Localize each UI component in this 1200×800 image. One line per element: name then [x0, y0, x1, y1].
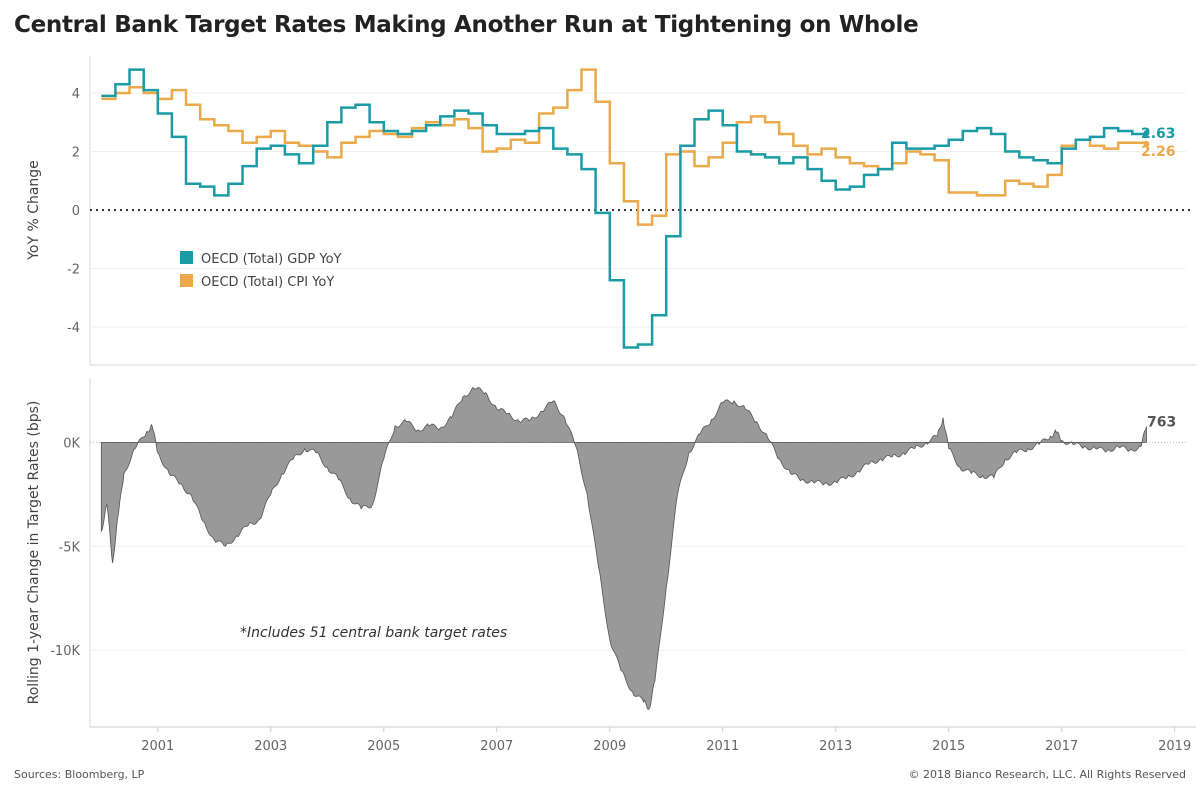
cpi-line [101, 68, 1148, 226]
y-tick-label: -5K [59, 540, 81, 555]
chart-title: Central Bank Target Rates Making Another… [14, 12, 919, 38]
x-tick-label: 2005 [367, 739, 400, 754]
legend-swatch-cpi [180, 274, 193, 287]
gdp-line [101, 68, 1148, 349]
target-rates-panel: -10K -5K 0K Rolling 1-year Change in Target… [26, 378, 1196, 728]
cpi-end-label: 2.26 [1141, 144, 1176, 160]
target-rates-end-label: 763 [1147, 414, 1176, 430]
source-note: Sources: Bloomberg, LP [14, 768, 145, 781]
x-tick-label: 2017 [1045, 739, 1078, 754]
x-axis: 2001 2003 2005 2007 2009 2011 2013 2015 2017 2019 [141, 727, 1191, 754]
y-tick-label: -2 [67, 262, 80, 277]
y-axis-label: Rolling 1-year Change in Target Rates (b… [26, 401, 42, 705]
gdp-end-label: 2.63 [1141, 126, 1176, 142]
y-tick-label: 0 [72, 204, 80, 219]
legend: OECD (Total) GDP YoY OECD (Total) CPI YoY [180, 251, 342, 290]
gdp-line-end-point [1143, 130, 1150, 137]
x-tick-label: 2003 [254, 739, 287, 754]
legend-label-cpi: OECD (Total) CPI YoY [201, 275, 334, 290]
copyright-note: © 2018 Bianco Research, LLC. All Rights … [908, 768, 1186, 781]
x-tick-label: 2007 [480, 739, 513, 754]
x-tick-label: 2009 [593, 739, 626, 754]
x-tick-label: 2013 [819, 739, 852, 754]
x-tick-label: 2015 [932, 739, 965, 754]
y-tick-label: 0K [63, 436, 80, 451]
x-tick-label: 2019 [1158, 739, 1191, 754]
gdp-cpi-panel: -4 -2 0 2 4 YoY % Change 2.63 2.26 OECD (Total) … [26, 56, 1196, 366]
y-tick-label: 4 [72, 87, 80, 102]
target-rates-area [100, 386, 1147, 711]
legend-label-gdp: OECD (Total) GDP YoY [201, 252, 342, 267]
y-tick-label: -4 [67, 321, 80, 336]
y-axis-label: YoY % Change [26, 160, 42, 261]
footnote-annotation: *Includes 51 central bank target rates [240, 625, 507, 641]
cpi-line-end-point [1143, 140, 1150, 147]
legend-swatch-gdp [180, 251, 193, 264]
y-tick-label: -10K [50, 644, 80, 659]
x-tick-label: 2001 [141, 739, 174, 754]
y-tick-label: 2 [72, 146, 80, 161]
x-tick-label: 2011 [706, 739, 739, 754]
